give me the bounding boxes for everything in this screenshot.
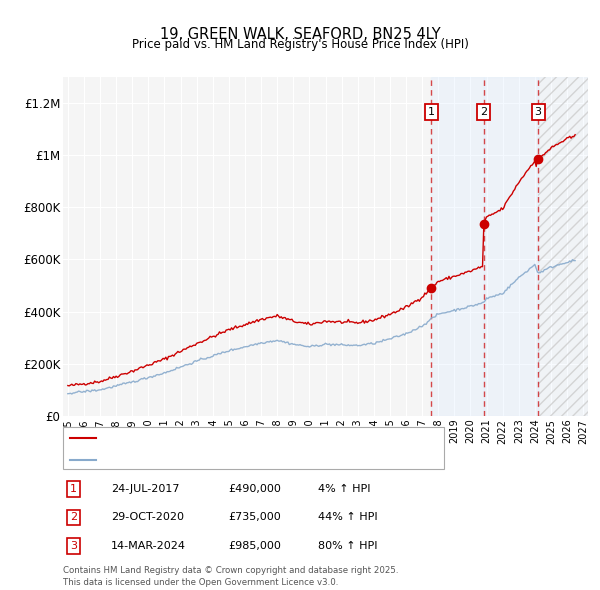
Text: 80% ↑ HPI: 80% ↑ HPI bbox=[318, 541, 377, 550]
Text: Price paid vs. HM Land Registry's House Price Index (HPI): Price paid vs. HM Land Registry's House … bbox=[131, 38, 469, 51]
Text: £735,000: £735,000 bbox=[228, 513, 281, 522]
Text: 1: 1 bbox=[70, 484, 77, 494]
Text: £490,000: £490,000 bbox=[228, 484, 281, 494]
Text: 2: 2 bbox=[480, 107, 487, 117]
Bar bbox=[484, 77, 538, 416]
Text: £985,000: £985,000 bbox=[228, 541, 281, 550]
Text: 3: 3 bbox=[535, 107, 542, 117]
Text: 3: 3 bbox=[70, 541, 77, 550]
Text: 1: 1 bbox=[428, 107, 434, 117]
Bar bbox=[538, 77, 588, 416]
Text: 4% ↑ HPI: 4% ↑ HPI bbox=[318, 484, 371, 494]
Text: HPI: Average price, detached house, Lewes: HPI: Average price, detached house, Lewe… bbox=[99, 455, 335, 465]
Bar bbox=[431, 77, 484, 416]
Text: 19, GREEN WALK, SEAFORD, BN25 4LY (detached house): 19, GREEN WALK, SEAFORD, BN25 4LY (detac… bbox=[99, 434, 409, 444]
Text: 19, GREEN WALK, SEAFORD, BN25 4LY: 19, GREEN WALK, SEAFORD, BN25 4LY bbox=[160, 27, 440, 41]
Text: 29-OCT-2020: 29-OCT-2020 bbox=[111, 513, 184, 522]
Text: 44% ↑ HPI: 44% ↑ HPI bbox=[318, 513, 377, 522]
Text: 2: 2 bbox=[70, 513, 77, 522]
Text: 14-MAR-2024: 14-MAR-2024 bbox=[111, 541, 186, 550]
Text: Contains HM Land Registry data © Crown copyright and database right 2025.
This d: Contains HM Land Registry data © Crown c… bbox=[63, 566, 398, 587]
Text: 24-JUL-2017: 24-JUL-2017 bbox=[111, 484, 179, 494]
Bar bbox=[538, 77, 588, 416]
